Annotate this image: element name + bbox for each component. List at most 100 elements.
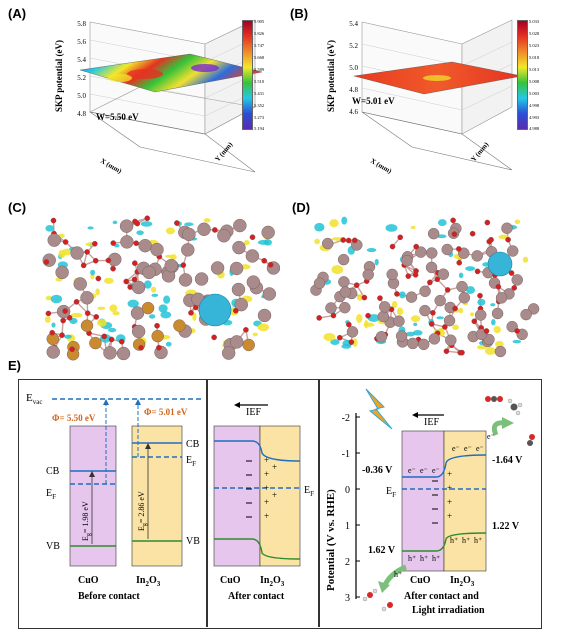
panel-a-label: (A) [8, 6, 27, 21]
charge-density-blob [391, 301, 398, 309]
ief-label: IEF [246, 407, 261, 418]
oxygen-atom [452, 305, 458, 312]
indium-atom [217, 229, 231, 243]
panel-b-xlabel: X (mm) [369, 157, 394, 176]
indium-atom [80, 291, 94, 305]
svg-text:+: + [264, 469, 269, 479]
water-molecule-icon [362, 588, 378, 602]
oxygen-atom [110, 240, 117, 246]
panel-b-zlabel: SKP potential (eV) [326, 40, 336, 112]
oxygen-atom [132, 260, 138, 266]
cb-cuo-potential: -0.36 V [362, 465, 393, 476]
oxygen-atom [84, 249, 90, 255]
indium-atom [471, 250, 483, 262]
panel-e-label: E) [8, 358, 21, 373]
charge-density-blob [87, 226, 94, 230]
dopant-site [198, 293, 232, 327]
charge-density-blob [484, 347, 496, 355]
oxygen-atom [514, 328, 520, 334]
charge-density-blob [243, 240, 250, 246]
indium-atom [181, 243, 195, 257]
indium-atom [434, 294, 446, 307]
copper-atom [141, 301, 155, 315]
panel-a-cbar-tick: 5.905 [254, 19, 265, 24]
oxygen-atom [505, 236, 511, 243]
oxygen-atom [132, 218, 138, 225]
electron-label: e⁻ [464, 444, 472, 453]
indium-atom [495, 292, 508, 304]
hole-label: h⁺ [462, 536, 470, 545]
indium-atom [120, 235, 134, 249]
light-caption-line1: After contact and [404, 591, 479, 602]
charge-density-blob [323, 332, 336, 342]
indium-atom [46, 345, 60, 359]
oxygen-atom [508, 270, 515, 276]
in2o3-block-after [259, 425, 301, 567]
charge-density-blob [143, 280, 152, 289]
svg-text:+: + [447, 497, 452, 507]
oxygen-atom [180, 262, 187, 268]
charge-density-blob [330, 339, 340, 345]
charge-density-blob [405, 331, 415, 337]
charge-density-blob [314, 238, 320, 245]
indium-atom [428, 333, 441, 345]
oxygen-atom [105, 257, 112, 264]
oxygen-atom [336, 334, 343, 341]
cb-in2o3-potential: -1.64 V [492, 455, 523, 466]
panel-a-skp-plot: 5.8 5.6 5.4 5.2 5.0 4.8 SKP potential (e… [54, 19, 263, 176]
charge-density-blob [341, 343, 352, 349]
oxygen-atom [430, 310, 436, 316]
cuo-block-light [401, 430, 445, 572]
indium-atom [232, 240, 246, 255]
panel-b-ztick: 5.2 [349, 42, 358, 50]
electron-label: e⁻ [432, 466, 440, 475]
panel-a-cbar-tick: 5.352 [254, 103, 264, 108]
charge-density-blob [127, 299, 139, 308]
panel-b-ztick: 4.8 [349, 86, 358, 94]
oxygen-atom [330, 312, 337, 319]
indium-atom [339, 286, 352, 298]
oxygen-atom [511, 285, 518, 291]
oxygen-atom [66, 314, 73, 321]
oxygen-atom [212, 227, 218, 233]
oxygen-atom [110, 265, 116, 272]
ef-after-label: EF [304, 485, 314, 498]
phi-in2o3-label: Φ= 5.01 eV [144, 407, 188, 417]
indium-atom [456, 280, 468, 293]
charge-density-blob [184, 222, 194, 227]
panel-a-cbar-tick: 5.826 [254, 31, 265, 36]
indium-atom [339, 301, 351, 314]
charge-density-blob [331, 265, 344, 275]
indium-atom [494, 345, 507, 358]
oxygen-atom [267, 261, 274, 268]
panel-a-ztick: 4.8 [77, 110, 86, 118]
indium-atom [313, 277, 326, 290]
indium-atom [401, 254, 413, 267]
panel-d-structure [310, 216, 540, 358]
hole-label: h⁺ [450, 536, 458, 545]
copper-atom [151, 329, 164, 343]
svg-text:+: + [264, 455, 269, 465]
oxygen-atom [243, 327, 249, 333]
oxygen-atom [456, 259, 463, 266]
charge-density-blob [458, 307, 464, 314]
oxygen-atom [459, 349, 465, 356]
charge-density-blob [436, 316, 444, 320]
oxygen-atom [93, 314, 100, 320]
panel-a-xlabel: X (mm) [99, 157, 124, 176]
charge-density-blob [112, 220, 118, 225]
indium-atom [322, 237, 334, 250]
oxygen-atom [474, 268, 481, 275]
indium-atom [103, 346, 117, 360]
charge-density-blob [356, 314, 363, 323]
oxygen-atom [486, 238, 493, 245]
svg-text:+: + [272, 462, 277, 472]
before-contact-caption: Before contact [78, 591, 140, 602]
indium-atom [262, 287, 277, 301]
co2-molecule-icon [485, 396, 503, 402]
panel-a-ztick: 5.6 [77, 38, 86, 46]
oxygen-atom [211, 334, 217, 341]
charge-density-blob [50, 294, 63, 304]
indium-atom [233, 218, 247, 233]
panel-a-cbar-tick: 5.510 [254, 79, 265, 84]
